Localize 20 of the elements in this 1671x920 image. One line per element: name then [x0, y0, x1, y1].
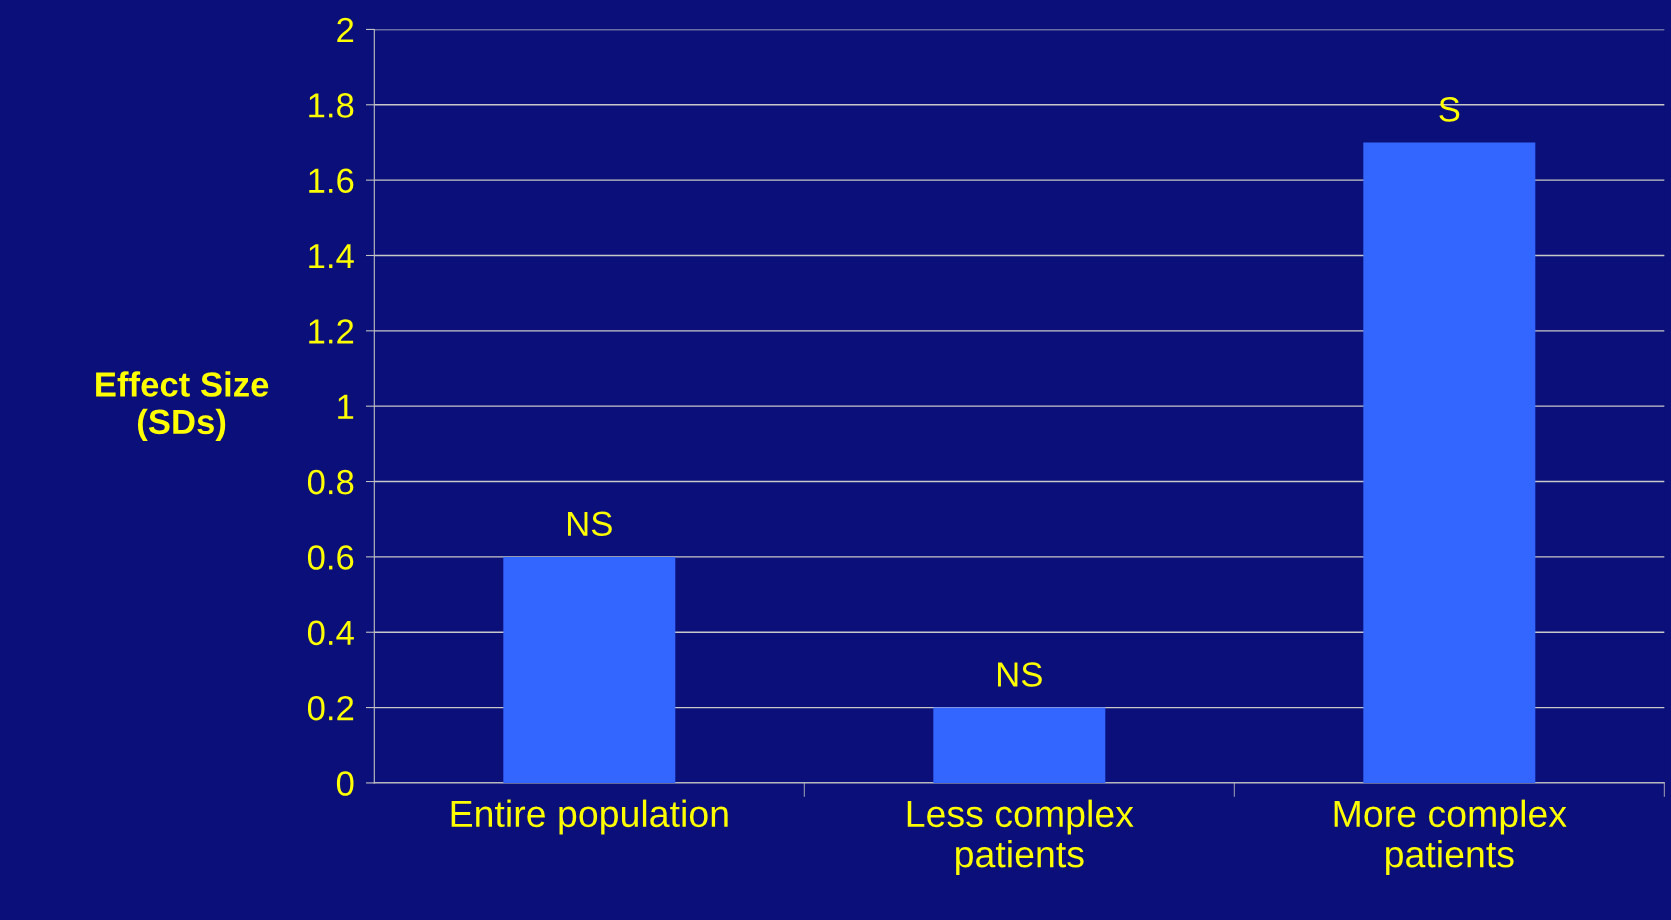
y-tick-label: 0.2 — [307, 695, 354, 721]
y-tick-label: 1.8 — [309, 93, 354, 118]
y-tick-label: 2 — [337, 17, 354, 43]
annotation: NS — [998, 662, 1042, 687]
bar — [1363, 142, 1536, 783]
y-tick-label: 1.2 — [309, 319, 354, 344]
y-tick-label: 0 — [336, 771, 354, 796]
y-tick-label: 0.6 — [307, 545, 354, 570]
y-tick-label: 1.6 — [309, 168, 354, 194]
y-tick-label: 1.4 — [309, 244, 354, 269]
y-tick-label: 1 — [338, 394, 354, 419]
bar — [933, 707, 1106, 783]
x-tick-label: More complex patients — [1334, 799, 1567, 875]
y-axis-title: Effect Size (SDs) — [96, 371, 269, 442]
y-tick-label: 0.8 — [307, 469, 354, 495]
x-tick-label: Entire population — [451, 799, 728, 835]
annotation: NS — [568, 511, 612, 537]
x-tick-label: Less complex patients — [907, 799, 1134, 875]
bar — [503, 556, 676, 783]
y-tick-label: 0.4 — [307, 620, 354, 646]
